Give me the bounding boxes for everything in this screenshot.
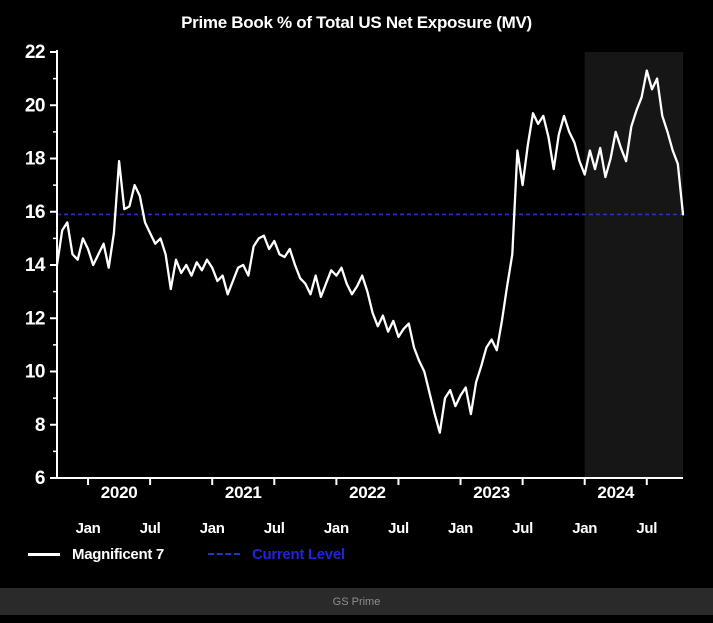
svg-text:16: 16 bbox=[25, 202, 45, 223]
svg-text:2023: 2023 bbox=[473, 483, 510, 502]
svg-text:Jul: Jul bbox=[388, 520, 409, 537]
svg-text:12: 12 bbox=[25, 308, 45, 329]
svg-text:20: 20 bbox=[25, 95, 45, 116]
svg-text:22: 22 bbox=[25, 42, 45, 63]
legend-label-magnificent7: Magnificent 7 bbox=[72, 545, 164, 563]
svg-text:Jan: Jan bbox=[76, 520, 101, 537]
legend: Magnificent 7 Current Level bbox=[28, 543, 345, 565]
chart-title: Prime Book % of Total US Net Exposure (M… bbox=[181, 13, 532, 32]
legend-label-current-level: Current Level bbox=[251, 545, 345, 563]
svg-text:Jul: Jul bbox=[636, 520, 657, 537]
svg-text:2022: 2022 bbox=[349, 483, 386, 502]
svg-text:2021: 2021 bbox=[225, 483, 262, 502]
svg-text:8: 8 bbox=[35, 415, 45, 436]
footer-bar: GS Prime bbox=[0, 588, 713, 615]
svg-text:Jul: Jul bbox=[512, 520, 533, 537]
svg-text:Jan: Jan bbox=[200, 520, 225, 537]
svg-text:Jan: Jan bbox=[572, 520, 597, 537]
svg-text:10: 10 bbox=[25, 362, 45, 383]
svg-text:Jul: Jul bbox=[264, 520, 285, 537]
current-level-line-swatch bbox=[207, 553, 240, 555]
svg-text:14: 14 bbox=[25, 255, 46, 276]
svg-text:Jan: Jan bbox=[448, 520, 473, 537]
magnificent7-line-swatch bbox=[28, 552, 60, 556]
svg-text:6: 6 bbox=[35, 468, 45, 489]
svg-text:Jan: Jan bbox=[324, 520, 349, 537]
svg-text:Jul: Jul bbox=[140, 520, 161, 537]
svg-text:18: 18 bbox=[25, 149, 45, 170]
footer-brand: GS Prime bbox=[332, 595, 381, 608]
svg-text:2024: 2024 bbox=[597, 483, 634, 502]
svg-text:2020: 2020 bbox=[101, 483, 138, 502]
